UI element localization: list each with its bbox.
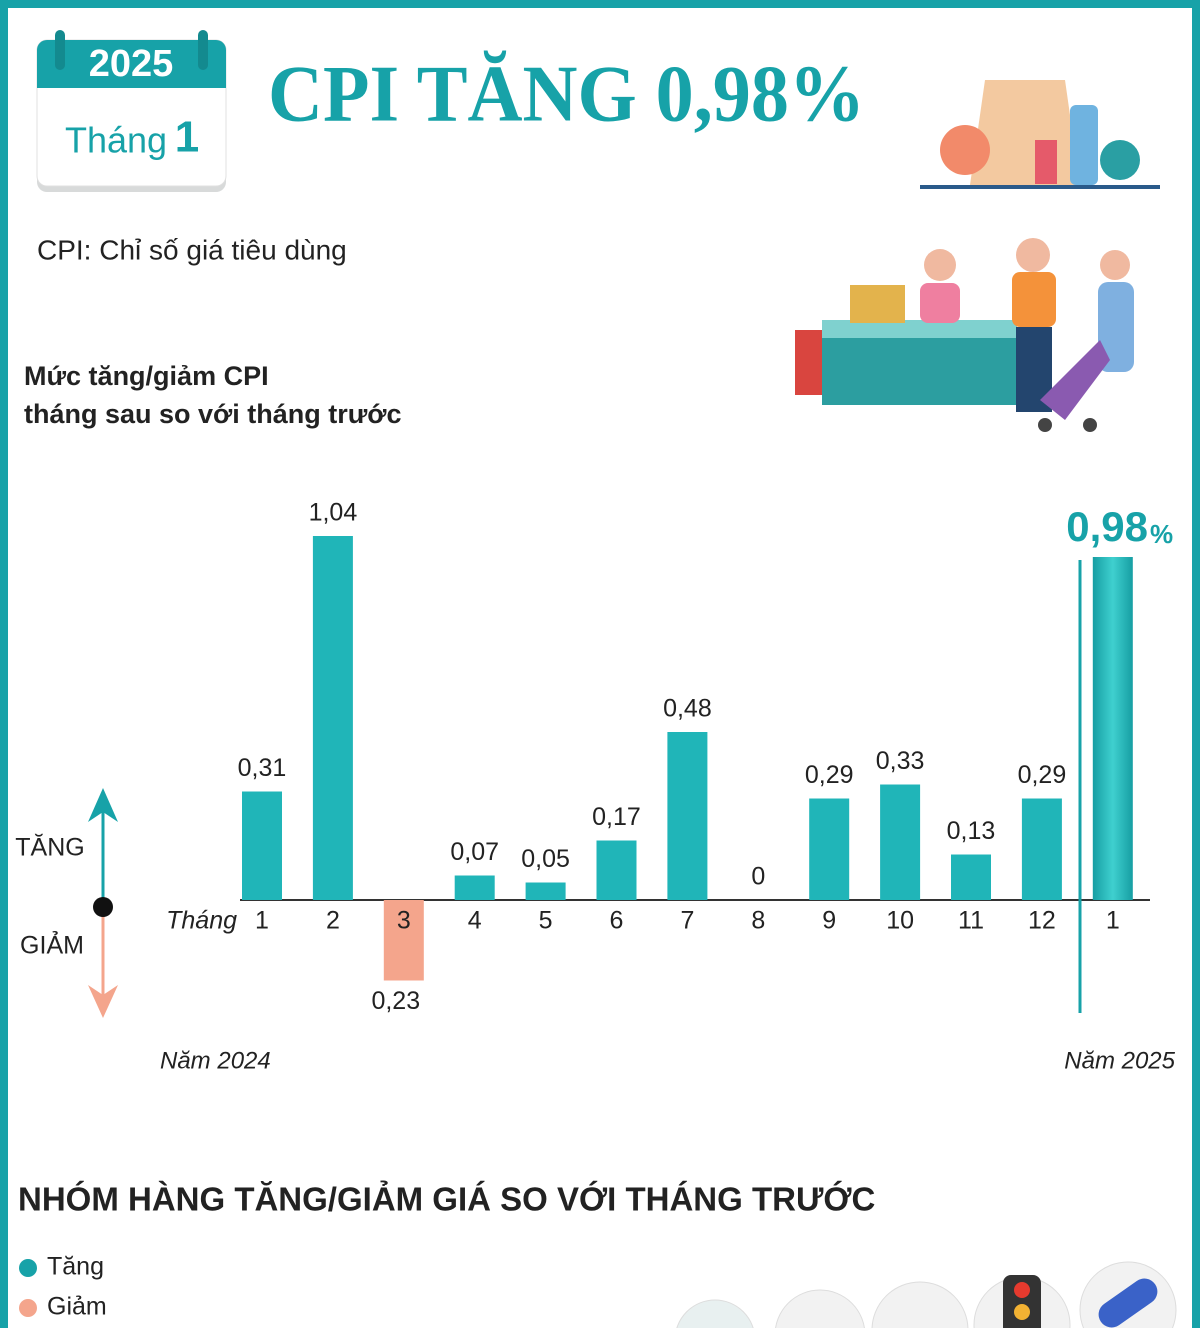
category-icons (676, 1261, 1177, 1328)
bar (596, 840, 637, 900)
direction-indicator (88, 788, 118, 1018)
bar (1092, 557, 1133, 900)
x-tick-label: 10 (886, 907, 914, 935)
bar (383, 900, 424, 981)
legend-swatch (19, 1259, 37, 1277)
value-label: 0,48 (663, 695, 712, 723)
x-tick-label: 7 (680, 907, 694, 935)
chart-title: Mức tăng/giảm CPI (24, 361, 269, 391)
calendar: 2025 Tháng 1 (36, 30, 227, 192)
value-label: 0,17 (592, 803, 641, 831)
frame-top (0, 0, 1200, 8)
x-tick-label: 6 (610, 907, 624, 935)
checkout-illustration (795, 238, 1134, 432)
x-tick-label: 8 (751, 907, 765, 935)
highlight-value-label: 0,98 (1066, 503, 1148, 550)
bar (1021, 798, 1062, 900)
page-title: CPI TĂNG 0,98% (268, 50, 865, 138)
value-label: 0,29 (1018, 761, 1067, 789)
x-tick-label: 1 (1106, 907, 1120, 935)
period-label: Năm 2025 (1064, 1047, 1175, 1074)
bar (454, 875, 495, 900)
value-label: 0,29 (805, 761, 854, 789)
value-label: 1,04 (309, 499, 358, 527)
period-label: Năm 2024 (160, 1047, 271, 1074)
bar (667, 732, 708, 900)
frame-right (1192, 0, 1200, 1328)
x-tick-label: 11 (958, 907, 984, 935)
highlight-unit: % (1150, 519, 1173, 549)
bar (809, 798, 850, 900)
x-tick-label: 3 (397, 907, 411, 935)
x-tick-label: 4 (468, 907, 482, 935)
legend-swatch (19, 1299, 37, 1317)
bar (880, 784, 921, 900)
calendar-month-number: 1 (175, 113, 199, 162)
bar (525, 882, 566, 900)
subtitle: CPI: Chỉ số giá tiêu dùng (37, 234, 347, 265)
chart-title: tháng sau so với tháng trước (24, 399, 402, 429)
bar (242, 791, 282, 900)
down-label: GIẢM (20, 930, 84, 960)
legend-label: Tăng (47, 1253, 104, 1281)
value-label: 0,33 (876, 747, 925, 775)
shopping-illustration (920, 80, 1160, 189)
value-label: 0,31 (238, 754, 287, 782)
section-title: NHÓM HÀNG TĂNG/GIẢM GIÁ SO VỚI THÁNG TRƯ… (18, 1181, 875, 1218)
value-label: 0,23 (371, 987, 420, 1015)
value-label: 0,05 (521, 845, 570, 873)
legend-label: Giảm (47, 1293, 107, 1321)
value-label: 0,13 (947, 817, 996, 845)
bar (951, 854, 991, 900)
x-tick-label: 5 (539, 907, 553, 935)
calendar-year: 2025 (89, 43, 174, 85)
value-label: 0,07 (450, 838, 499, 866)
x-tick-label: 1 (255, 907, 269, 935)
x-tick-label: 9 (822, 907, 836, 935)
bar (312, 536, 353, 900)
legend: Tăng Giảm (19, 1253, 107, 1321)
x-tick-label: 12 (1028, 907, 1056, 935)
calendar-month-word: Tháng (65, 120, 167, 161)
up-label: TĂNG (15, 833, 84, 862)
value-label: 0 (751, 863, 765, 891)
frame-left (0, 0, 8, 1328)
x-tick-label: 2 (326, 907, 340, 935)
x-axis-label: Tháng (166, 907, 237, 935)
